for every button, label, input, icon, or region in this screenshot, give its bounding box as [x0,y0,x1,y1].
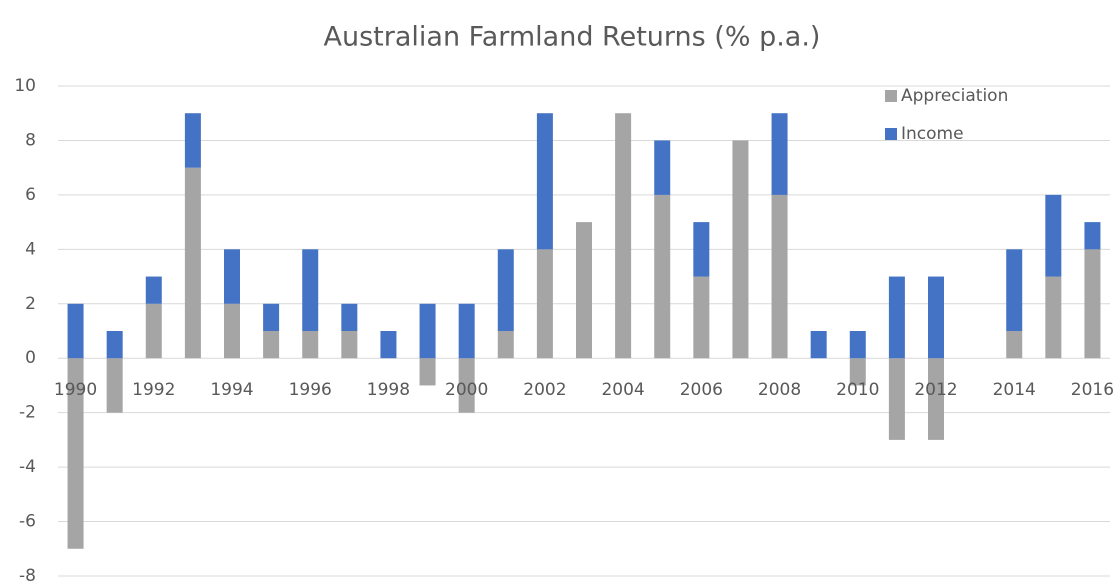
bar [1084,249,1101,359]
x-tick-label: 2004 [601,380,644,400]
bar [1045,276,1062,359]
y-tick-label: -2 [19,403,36,423]
legend-label: Income [901,124,964,144]
bar [810,331,827,359]
y-tick-label: -4 [19,457,36,477]
y-tick-label: 8 [25,130,36,150]
x-tick-label: 2002 [523,380,566,400]
bar [419,303,436,359]
bar [928,276,944,359]
bar [928,358,944,440]
bar [419,358,436,386]
x-tick-label: 1998 [367,380,410,400]
bar [771,113,788,195]
y-tick-label: -8 [19,566,36,586]
bar [341,303,358,331]
x-tick-label: 2016 [1071,380,1114,400]
legend-swatch [885,128,897,140]
bar [302,249,319,331]
bar [263,303,280,331]
bar [106,331,123,359]
bar [302,331,319,359]
bar [497,249,514,331]
x-tick-label: 1990 [54,380,97,400]
x-tick-label: 2008 [758,380,801,400]
bar [145,303,162,359]
bar [1084,222,1101,250]
bar [263,331,280,359]
bar [184,113,201,168]
bar [654,140,671,195]
x-tick-label: 2014 [993,380,1036,400]
chart-title: Australian Farmland Returns (% p.a.) [324,22,821,53]
bar [1006,331,1023,359]
y-tick-label: 10 [14,76,36,96]
bar [106,358,123,413]
bar [184,167,201,359]
bar [693,276,710,359]
bar [1006,249,1023,331]
bar [615,113,632,359]
y-tick-label: 0 [25,348,36,368]
bar [888,276,905,359]
x-tick-label: 1992 [132,380,175,400]
x-tick-label: 2006 [680,380,723,400]
bar [458,303,475,359]
y-tick-label: 4 [25,239,36,259]
y-tick-label: 2 [25,294,36,314]
x-tick-label: 2000 [445,380,488,400]
bar [224,303,240,359]
bar [1045,194,1062,277]
bar [693,222,710,277]
bar [380,331,397,359]
legend-label: Appreciation [901,86,1008,106]
y-tick-label: 6 [25,185,36,205]
x-tick-label: 1994 [210,380,253,400]
bar [224,249,240,304]
bar [536,249,553,359]
x-tick-label: 2010 [836,380,879,400]
x-tick-label: 2012 [914,380,957,400]
bar [145,276,162,304]
bar [536,113,553,250]
bar [849,358,866,386]
bar [771,194,788,359]
bar [67,358,84,549]
x-tick-label: 1996 [289,380,332,400]
bar [497,331,514,359]
legend-swatch [885,90,897,102]
bar [67,303,84,359]
bar [732,140,749,359]
bar [341,331,358,359]
bar [888,358,905,440]
bar [576,222,592,359]
bar [654,194,671,359]
bar [458,358,475,413]
bar [849,331,866,359]
y-tick-label: -6 [19,512,36,532]
